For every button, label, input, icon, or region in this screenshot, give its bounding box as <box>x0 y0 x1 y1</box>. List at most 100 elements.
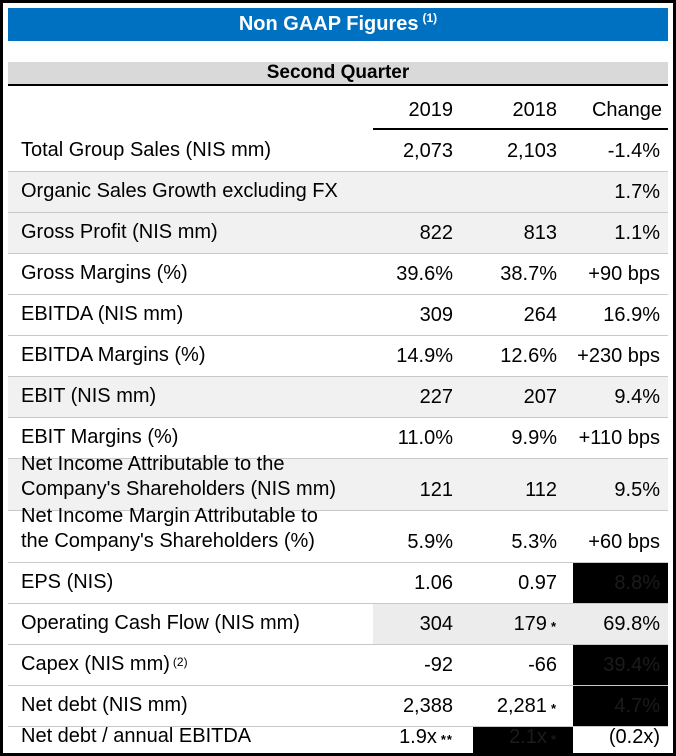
value-change-text: +230 bps <box>577 345 660 367</box>
value-change-text: 16.9% <box>603 304 660 326</box>
value-change-text: 8.8% <box>614 572 660 594</box>
value-2018-text: 0.97 <box>518 572 557 594</box>
value-change: 9.5% <box>573 459 668 510</box>
value-change-text: (0.2x) <box>608 726 660 748</box>
value-2018-text: 813 <box>523 222 557 244</box>
value-2018: 112 <box>473 459 573 510</box>
value-change: 9.4% <box>573 377 668 417</box>
column-header-change: Change <box>591 99 662 121</box>
redacted-value-change: 39.4% <box>573 645 668 685</box>
value-2018-text: 207 <box>523 386 557 408</box>
table-body: Total Group Sales (NIS mm) 2,073 2,103 -1.4… <box>8 130 668 753</box>
value-2018-text: 2,103 <box>506 140 557 162</box>
value-2018: 207 <box>473 377 573 417</box>
value-2018: 2,281 * <box>473 686 573 726</box>
table-row: EBIT Margins (%) 11.0% 9.9% +110 bps <box>8 418 668 459</box>
value-2018: 38.7% <box>473 254 573 294</box>
value-2019: 39.6% <box>373 254 473 294</box>
value-2019-text: 11.0% <box>397 427 453 449</box>
row-label-text: Net debt / annual EBITDA <box>21 725 252 747</box>
value-change: (0.2x) <box>573 726 668 753</box>
value-2019: 11.0% <box>373 418 473 458</box>
value-2019: 121 <box>373 459 473 510</box>
row-label-text: Capex (NIS mm) <box>21 653 170 675</box>
value-2019: 2,073 <box>373 130 473 171</box>
column-header-underline <box>373 128 668 130</box>
footnote-marker: * <box>550 619 557 634</box>
value-2018: 12.6% <box>473 336 573 376</box>
column-header-2019: 2019 <box>408 99 454 121</box>
value-2018: 2.1x * <box>473 726 573 753</box>
value-change: +110 bps <box>573 418 668 458</box>
row-label-text: Total Group Sales (NIS mm) <box>21 139 272 161</box>
row-label: Operating Cash Flow (NIS mm) <box>8 604 373 644</box>
value-2018-text: 264 <box>523 304 557 326</box>
row-label: Total Group Sales (NIS mm) <box>8 130 373 171</box>
row-label: EBIT (NIS mm) <box>8 377 373 417</box>
value-2019-text: -92 <box>424 654 453 676</box>
footnote-marker: * <box>550 732 557 747</box>
table-title: Non GAAP Figures <box>238 13 419 35</box>
value-2019: 1.9x ** <box>373 726 473 753</box>
section-header-label: Second Quarter <box>266 62 410 83</box>
row-label: Capex (NIS mm) (2) <box>8 645 373 685</box>
value-2018-text: 2.1x <box>509 726 547 748</box>
footnote-marker: ** <box>440 732 453 747</box>
footnote-marker: * <box>550 701 557 716</box>
row-label: Net debt / annual EBITDA <box>8 725 373 753</box>
row-label: EPS (NIS) <box>8 563 373 603</box>
value-2019-text: 1.06 <box>414 572 453 594</box>
value-2019-text: 304 <box>419 613 453 635</box>
value-change-text: 1.7% <box>614 181 660 203</box>
value-2019-text: 5.9% <box>407 531 453 553</box>
column-header-spacer <box>8 86 373 130</box>
row-label-text: EBITDA Margins (%) <box>21 344 206 366</box>
value-2018 <box>473 172 573 212</box>
row-label: Organic Sales Growth excluding FX <box>8 172 373 212</box>
table-row: Capex (NIS mm) (2) -92 -66 39.4% <box>8 645 668 686</box>
value-change-text: +110 bps <box>578 427 660 449</box>
table-row: Net Income Margin Attributable to the Co… <box>8 505 668 563</box>
value-2019 <box>373 172 473 212</box>
value-change-text: +60 bps <box>588 531 660 553</box>
value-2018-text: 2,281 <box>496 695 547 717</box>
table-row: EBITDA Margins (%) 14.9% 12.6% +230 bps <box>8 336 668 377</box>
footnote-ref-2: (2) <box>172 655 188 669</box>
value-2019-text: 822 <box>419 222 453 244</box>
section-header-bar: Second Quarter <box>8 62 668 86</box>
table-row: Organic Sales Growth excluding FX 1.7% <box>8 172 668 213</box>
value-2018-text: 112 <box>525 479 557 501</box>
table-row: Gross Profit (NIS mm) 822 813 1.1% <box>8 213 668 254</box>
value-change-text: +90 bps <box>588 263 660 285</box>
value-2019: 1.06 <box>373 563 473 603</box>
row-label: EBITDA Margins (%) <box>8 336 373 376</box>
value-2018: 813 <box>473 213 573 253</box>
value-2018-text: 179 <box>513 613 547 635</box>
value-2018-text: 12.6% <box>500 345 557 367</box>
row-label-text: Operating Cash Flow (NIS mm) <box>21 612 300 634</box>
redacted-value-change: 4.7% <box>573 686 668 726</box>
row-label-text: EBIT Margins (%) <box>21 426 179 448</box>
value-2018: 264 <box>473 295 573 335</box>
value-change: 69.8% <box>573 604 668 644</box>
value-2019-text: 14.9% <box>396 345 453 367</box>
value-2019-text: 2,073 <box>402 140 453 162</box>
row-label: Gross Margins (%) <box>8 254 373 294</box>
value-2019-text: 1.9x <box>399 726 437 748</box>
value-change: 16.9% <box>573 295 668 335</box>
redacted-value-change: 8.8% <box>573 563 668 603</box>
row-label-text: Organic Sales Growth excluding FX <box>21 180 338 202</box>
row-label-text: Gross Margins (%) <box>21 262 188 284</box>
value-change-text: 9.5% <box>614 479 660 501</box>
value-change: -1.4% <box>573 130 668 171</box>
value-2019-text: 227 <box>419 386 453 408</box>
row-label-text: Net Income Margin Attributable to the Co… <box>21 505 318 552</box>
table-row: EPS (NIS) 1.06 0.97 8.8% <box>8 563 668 604</box>
value-2018-text: 9.9% <box>511 427 557 449</box>
value-2018: 2,103 <box>473 130 573 171</box>
table-row: Gross Margins (%) 39.6% 38.7% +90 bps <box>8 254 668 295</box>
value-change-text: 1.1% <box>614 222 660 244</box>
table-title-bar: Non GAAP Figures (1) <box>8 8 668 41</box>
table-row: EBIT (NIS mm) 227 207 9.4% <box>8 377 668 418</box>
